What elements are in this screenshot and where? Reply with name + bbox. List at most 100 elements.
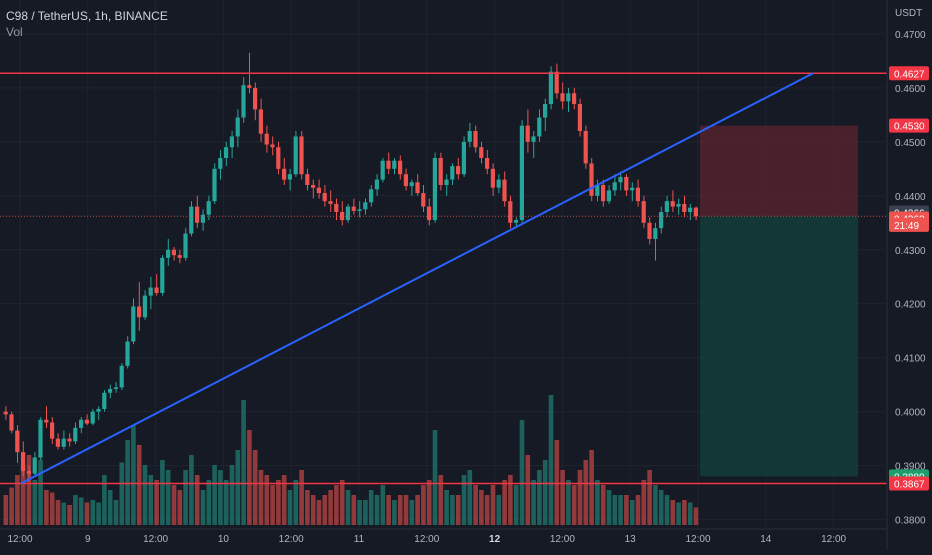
x-tick-label: 12:00 [279, 534, 304, 545]
candle-body [508, 201, 513, 223]
volume-bar [571, 485, 577, 525]
candle-body [73, 427, 78, 442]
candle-body [577, 104, 582, 132]
volume-bar [218, 470, 223, 525]
volume-bar [276, 480, 281, 525]
price-axis-label: 21:49 [894, 221, 919, 232]
candle-body [79, 419, 84, 428]
candle-body [537, 117, 542, 137]
candle-body [171, 249, 176, 256]
candle-body [224, 147, 229, 159]
candle-body [293, 136, 298, 175]
volume-bar [479, 490, 484, 525]
volume-bar [647, 470, 652, 525]
candle-body [3, 411, 8, 415]
volume-bar [560, 470, 565, 525]
volume-bar [455, 495, 461, 525]
volume-bar [84, 502, 90, 525]
candle-body [554, 71, 559, 94]
candle-body [682, 203, 687, 212]
stop-loss-zone [700, 125, 858, 217]
volume-bar [676, 502, 681, 525]
volume-bar [322, 495, 328, 525]
volume-bar [415, 495, 420, 525]
candle-body [38, 419, 43, 458]
volume-bar [600, 485, 606, 525]
candle-body [531, 136, 536, 142]
x-tick-label: 11 [354, 534, 365, 545]
volume-bar [32, 480, 38, 525]
candle-body [131, 306, 136, 342]
volume-bar [682, 500, 687, 525]
volume-bar [589, 450, 594, 525]
candle-body [183, 233, 188, 258]
volume-bar [160, 460, 165, 525]
y-tick-label: 0.3900 [895, 462, 926, 473]
volume-bar [270, 485, 275, 525]
volume-bar [102, 475, 107, 525]
candle-body [322, 193, 327, 202]
volume-bar [316, 500, 322, 525]
candle-body [357, 209, 362, 211]
candle-body [659, 211, 664, 229]
candle-body [496, 179, 501, 188]
candle-body [189, 206, 194, 234]
candle-body [316, 187, 321, 194]
candle-body [409, 182, 414, 187]
volume-bar [687, 502, 693, 525]
volume-bar [328, 490, 333, 525]
price-axis-label-bg [889, 118, 929, 133]
candle-body [26, 471, 31, 474]
volume-bar [392, 500, 397, 525]
volume-bar [554, 440, 560, 525]
volume-bar [374, 495, 380, 525]
volume-bar [67, 505, 72, 525]
price-axis-label: 0.3867 [894, 479, 925, 490]
price-axis-label-bg [889, 476, 929, 491]
price-axis-label: 0.4530 [894, 122, 925, 133]
candle-body [67, 438, 72, 442]
y-tick-label: 0.3800 [895, 516, 926, 527]
candle-body [403, 174, 408, 187]
candle-body [693, 207, 698, 217]
candle-body [96, 408, 101, 412]
candle-body [641, 201, 646, 223]
candle-body [160, 257, 165, 293]
candle-body [438, 158, 443, 185]
candle-body [572, 93, 577, 105]
volume-bar [397, 495, 403, 525]
volume-bar [310, 495, 316, 525]
volume-bar [183, 470, 188, 525]
candle-body [90, 411, 95, 424]
candle-body [113, 387, 118, 389]
volume-bar [9, 487, 14, 525]
candle-body [415, 182, 420, 194]
x-tick-label: 12:00 [7, 534, 32, 545]
candle-body [525, 125, 530, 142]
candle-body [543, 104, 548, 118]
candle-body [589, 163, 594, 196]
volume-bar [177, 490, 183, 525]
x-tick-label: 12:00 [550, 534, 575, 545]
volume-bar [606, 490, 612, 525]
x-tick-label: 9 [85, 534, 91, 545]
volume-bar [693, 507, 699, 525]
y-tick-label: 0.4600 [895, 84, 926, 95]
volume-bar [670, 500, 676, 525]
volume-bar [148, 475, 154, 525]
volume-bar [55, 500, 61, 525]
candle-body [61, 438, 66, 447]
volume-bar [241, 400, 246, 525]
volume-bar [542, 460, 548, 525]
candle-body [490, 168, 495, 188]
volume-bar [513, 485, 519, 525]
volume-bar [194, 475, 200, 525]
volume-indicator-label[interactable]: Vol [6, 25, 23, 39]
volume-bar [519, 420, 525, 525]
symbol-title[interactable]: C98 / TetherUS, 1h, BINANCE [6, 9, 168, 23]
volume-bar [90, 500, 96, 525]
candle-body [519, 125, 524, 221]
candle-body [15, 430, 20, 453]
